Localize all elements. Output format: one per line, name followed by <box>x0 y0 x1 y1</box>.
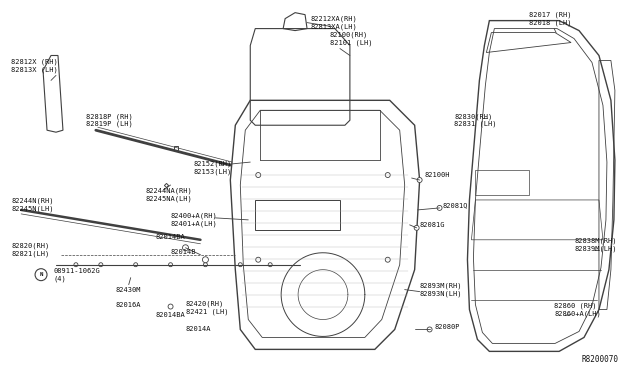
Circle shape <box>437 205 442 211</box>
Text: 08911-1062G
(4): 08911-1062G (4) <box>53 268 100 282</box>
Text: 82014A: 82014A <box>186 327 211 333</box>
Text: 82100(RH)
82101 (LH): 82100(RH) 82101 (LH) <box>330 31 372 46</box>
Circle shape <box>385 257 390 262</box>
Circle shape <box>268 263 272 267</box>
Text: 82244NA(RH)
82245NA(LH): 82244NA(RH) 82245NA(LH) <box>146 188 193 202</box>
Circle shape <box>74 263 78 267</box>
Text: 82893M(RH)
82893N(LH): 82893M(RH) 82893N(LH) <box>420 282 462 297</box>
Text: N: N <box>40 272 43 277</box>
Text: 82081G: 82081G <box>420 222 445 228</box>
Text: 82820(RH)
82821(LH): 82820(RH) 82821(LH) <box>11 243 49 257</box>
Text: 82081Q: 82081Q <box>442 202 468 208</box>
Text: 82014B: 82014B <box>171 249 196 255</box>
Circle shape <box>414 225 419 230</box>
Circle shape <box>238 263 243 267</box>
Circle shape <box>385 173 390 177</box>
Text: 82244N(RH)
82245N(LH): 82244N(RH) 82245N(LH) <box>11 198 54 212</box>
Text: 82080P: 82080P <box>435 324 460 330</box>
Circle shape <box>134 263 138 267</box>
Text: 82100H: 82100H <box>424 172 450 178</box>
Circle shape <box>168 304 173 309</box>
Text: 82212XA(RH)
82813XA(LH): 82212XA(RH) 82813XA(LH) <box>310 16 356 30</box>
Circle shape <box>168 263 173 267</box>
Text: 82014BA: 82014BA <box>156 311 186 318</box>
Circle shape <box>202 257 209 263</box>
Text: R8200070: R8200070 <box>582 355 619 364</box>
Text: 82152(RH)
82153(LH): 82152(RH) 82153(LH) <box>193 161 232 175</box>
Circle shape <box>256 257 260 262</box>
Text: 82017 (RH)
82018 (LH): 82017 (RH) 82018 (LH) <box>529 12 572 26</box>
Text: 82430M: 82430M <box>116 286 141 293</box>
Text: 82016A: 82016A <box>116 302 141 308</box>
Text: 82818P (RH)
82819P (LH): 82818P (RH) 82819P (LH) <box>86 113 132 127</box>
Circle shape <box>256 173 260 177</box>
Text: 82838M(RH)
82839M(LH): 82838M(RH) 82839M(LH) <box>574 238 616 252</box>
Circle shape <box>417 177 422 183</box>
Circle shape <box>99 263 103 267</box>
Circle shape <box>204 263 207 267</box>
Text: 82014BA: 82014BA <box>156 234 186 240</box>
Text: 82830(RH)
82831 (LH): 82830(RH) 82831 (LH) <box>454 113 497 127</box>
Text: 82420(RH)
82421 (LH): 82420(RH) 82421 (LH) <box>186 301 228 315</box>
Text: 82812X (RH)
82813X (LH): 82812X (RH) 82813X (LH) <box>11 58 58 73</box>
Circle shape <box>182 245 189 251</box>
Text: 82400+A(RH)
82401+A(LH): 82400+A(RH) 82401+A(LH) <box>171 213 218 227</box>
Text: 82860 (RH)
82860+A(LH): 82860 (RH) 82860+A(LH) <box>554 302 601 317</box>
Circle shape <box>427 327 432 332</box>
